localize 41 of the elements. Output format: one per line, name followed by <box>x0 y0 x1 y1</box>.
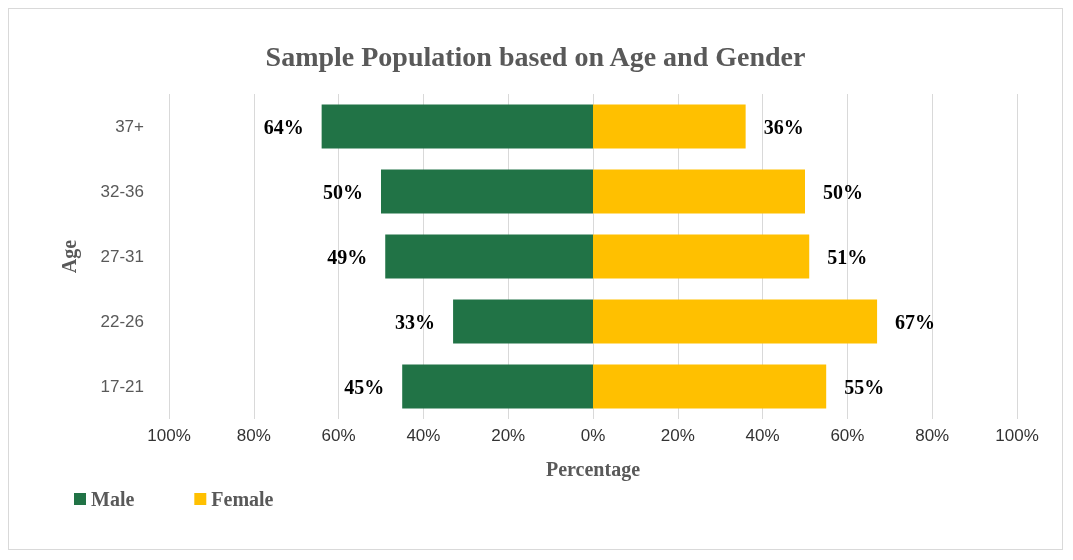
x-tick-label: 20% <box>491 426 526 445</box>
x-tick-label: 60% <box>830 426 865 445</box>
bar <box>593 104 746 149</box>
bar <box>593 234 810 279</box>
data-label: 49% <box>327 245 368 268</box>
y-tick-label: 17-21 <box>100 377 144 396</box>
x-tick-label: 0% <box>580 426 606 445</box>
x-axis-title: Percentage <box>545 458 641 481</box>
chart-title: Sample Population based on Age and Gender <box>265 40 806 72</box>
x-tick-label: 100% <box>147 426 191 445</box>
bar <box>593 364 827 409</box>
y-tick-label: 22-26 <box>100 312 144 331</box>
bar <box>385 234 593 279</box>
x-tick-label: 80% <box>915 426 950 445</box>
data-label: 64% <box>263 115 304 138</box>
data-label: 45% <box>344 375 385 398</box>
x-tick-label: 80% <box>236 426 271 445</box>
bar <box>402 364 593 409</box>
x-tick-label: 60% <box>321 426 356 445</box>
data-label: 51% <box>827 245 868 268</box>
data-label: 67% <box>895 310 936 333</box>
bar <box>593 169 805 214</box>
x-tick-label: 20% <box>660 426 695 445</box>
legend-label: Male <box>91 488 135 510</box>
data-label: 36% <box>763 115 804 138</box>
y-tick-label: 37+ <box>115 117 145 136</box>
bar <box>453 299 593 344</box>
bar <box>593 299 878 344</box>
x-tick-label: 40% <box>745 426 780 445</box>
data-label: 33% <box>395 310 436 333</box>
x-tick-label: 100% <box>995 426 1039 445</box>
y-axis-title: Age <box>58 239 81 274</box>
data-label: 50% <box>823 180 863 203</box>
bar <box>381 169 593 214</box>
bar <box>321 104 593 149</box>
y-tick-label: 27-31 <box>100 247 144 266</box>
data-label: 50% <box>323 180 363 203</box>
y-tick-label: 32-36 <box>100 182 144 201</box>
legend-label: Female <box>211 488 274 510</box>
x-tick-label: 40% <box>406 426 441 445</box>
data-label: 55% <box>844 375 885 398</box>
